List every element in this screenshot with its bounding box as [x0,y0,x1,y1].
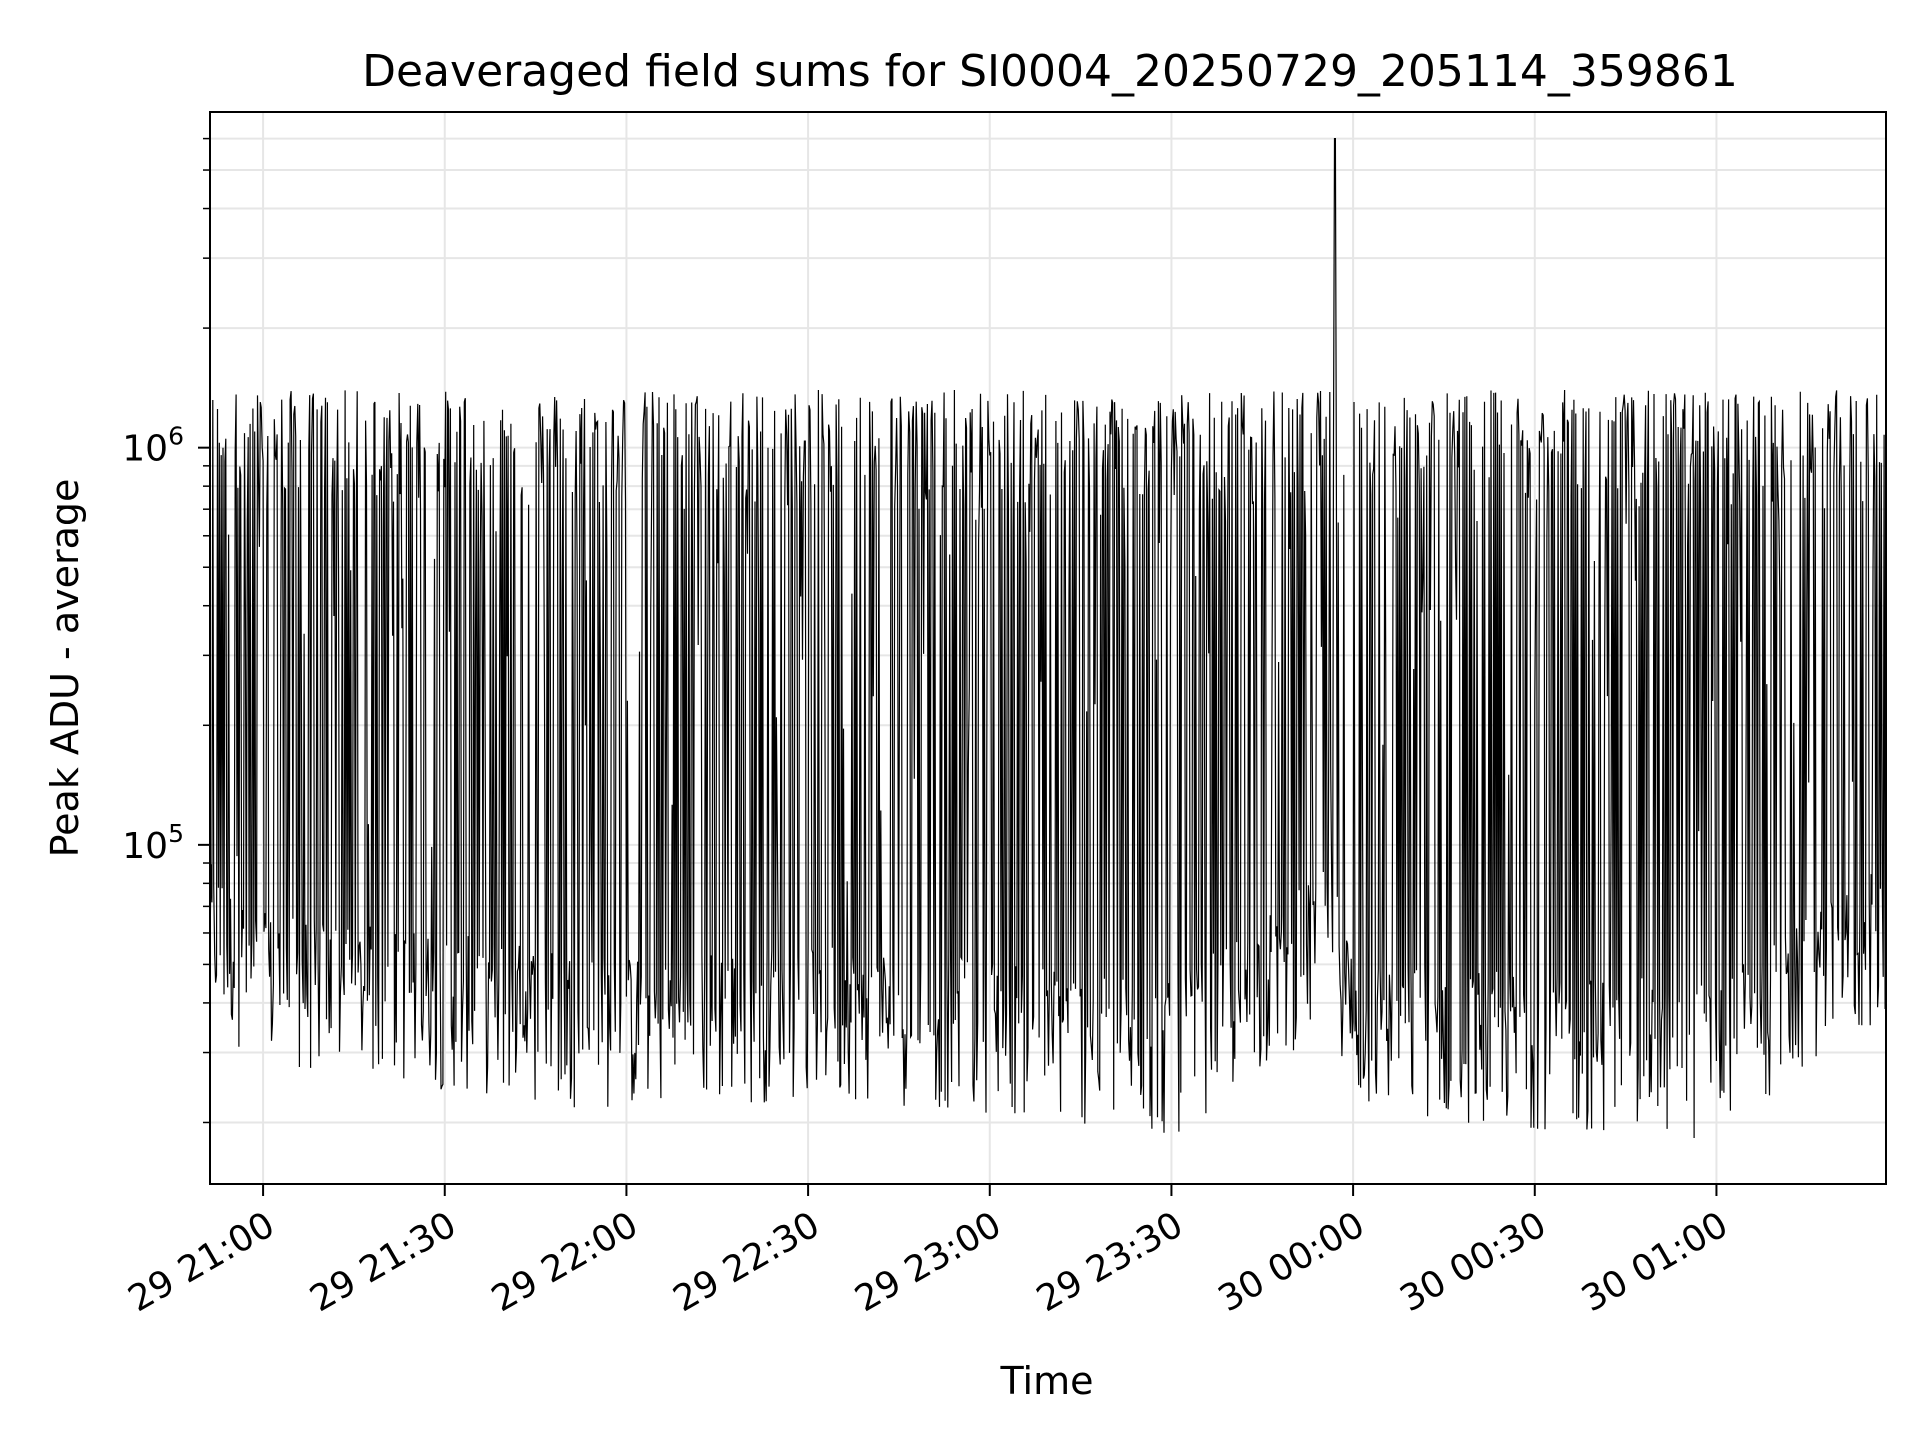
y-axis-label: Peak ADU - average [43,479,87,858]
y-tick-label: 106 [122,422,184,470]
series-line [210,138,1886,1139]
plot-frame [209,111,1887,1185]
chart-title: Deaveraged field sums for SI0004_2025072… [362,46,1738,97]
y-tick-label: 105 [122,819,184,867]
x-axis-label: Time [1000,1359,1094,1403]
data-series [210,138,1886,1139]
